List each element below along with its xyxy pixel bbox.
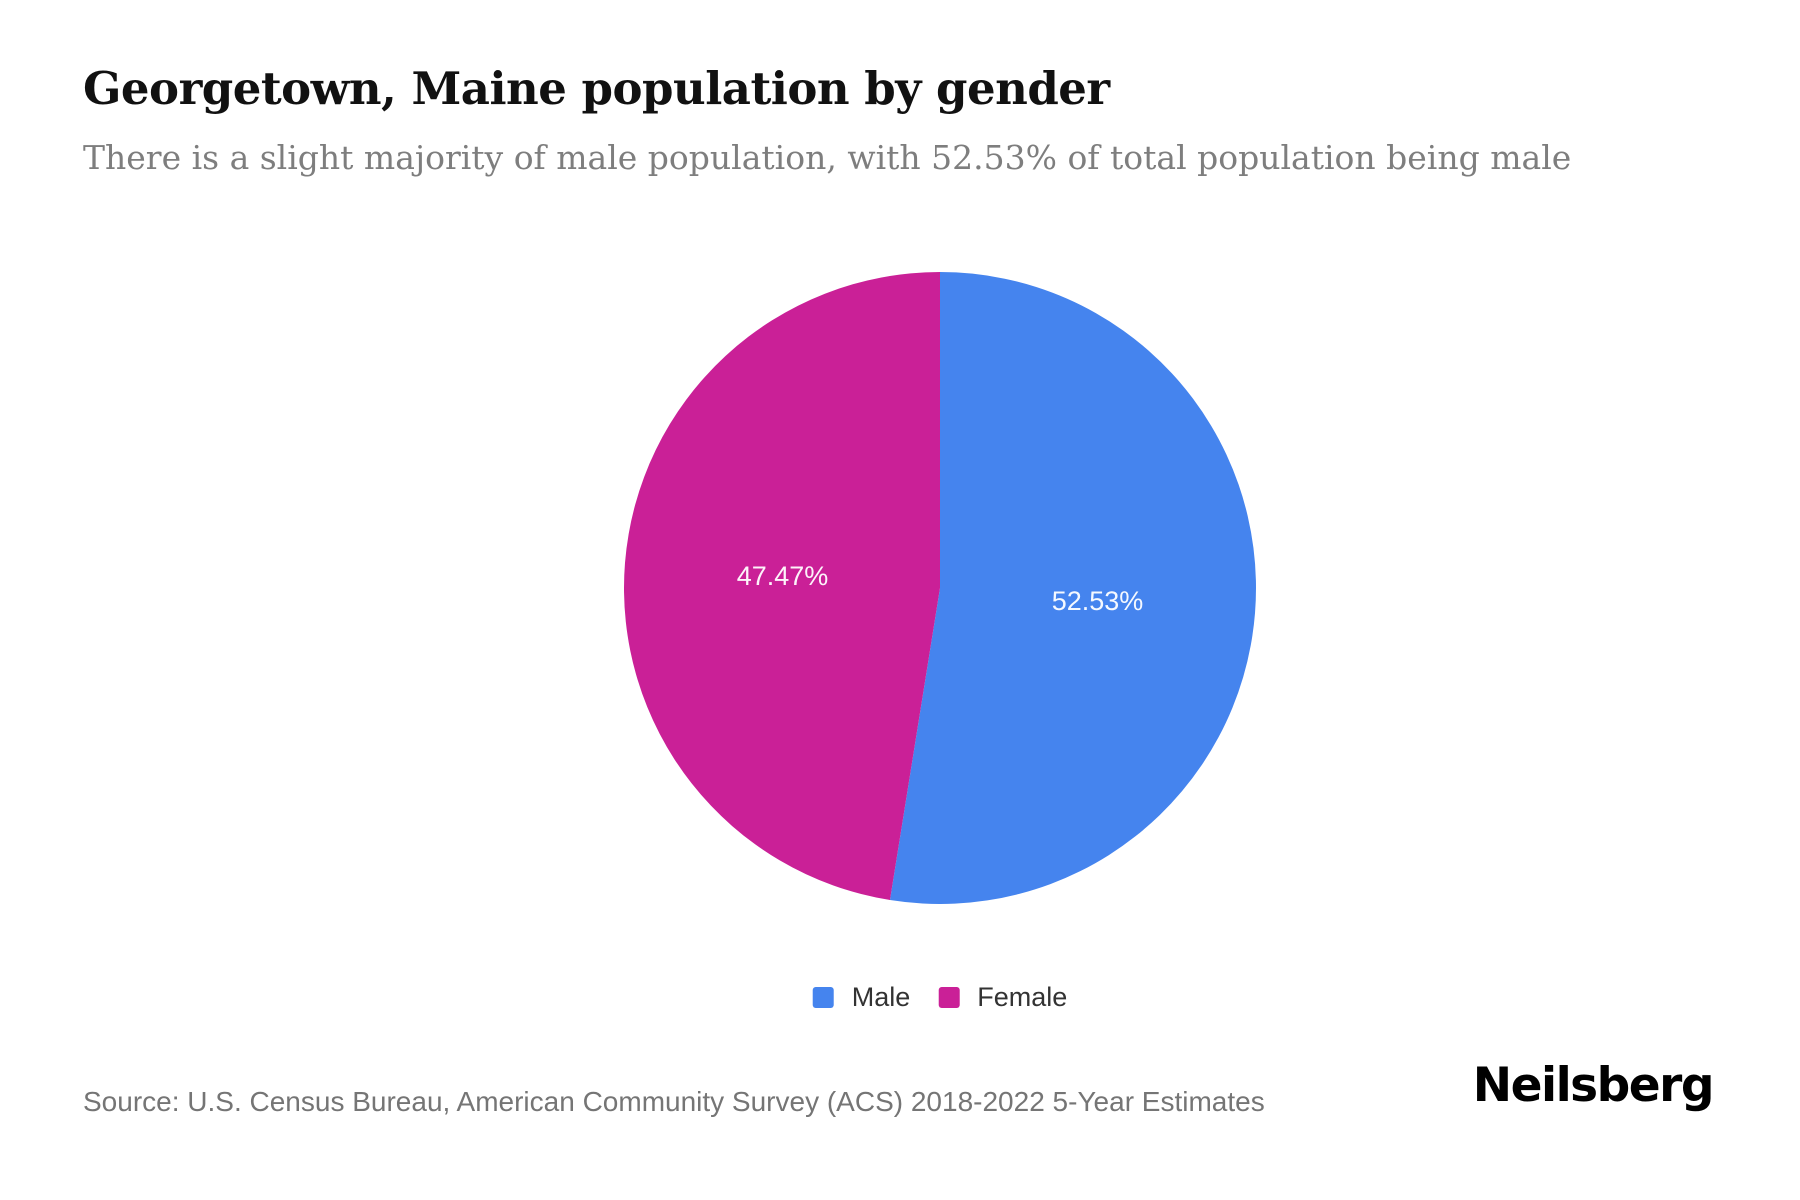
legend-label-female: Female [977,982,1068,1012]
legend: Male Female [812,982,1067,1013]
pie-chart: 52.53% 47.47% [623,272,1256,904]
pie-slice-female[interactable] [623,272,940,901]
legend-swatch-male-icon [812,987,834,1008]
neilsberg-logo[interactable]: Neilsberg [1472,1058,1715,1113]
legend-label-male: Male [851,982,911,1012]
pie-slice-label-female: 47.47% [737,561,829,591]
legend-swatch-female-icon [938,987,960,1008]
pie-slice-male[interactable] [889,272,1256,904]
legend-item-male[interactable]: Male [812,982,911,1013]
chart-title: Georgetown, Maine population by gender [83,62,1110,115]
pie-chart-svg: 52.53% 47.47% [623,272,1256,904]
legend-item-female[interactable]: Female [938,982,1067,1013]
chart-subtitle: There is a slight majority of male popul… [83,138,1572,177]
source-attribution: Source: U.S. Census Bureau, American Com… [83,1086,1265,1117]
pie-slice-label-male: 52.53% [1052,586,1144,616]
